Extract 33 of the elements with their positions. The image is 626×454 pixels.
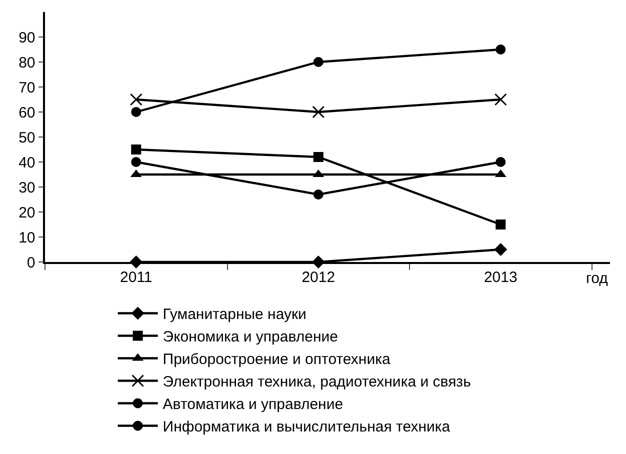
y-tick-label: 70 <box>18 79 36 96</box>
x-axis-title: год <box>586 270 608 287</box>
legend-label: Электронная техника, радиотехника и связь <box>162 374 472 391</box>
legend-label: Экономика и управление <box>162 328 338 346</box>
point <box>130 93 142 106</box>
point <box>494 93 507 106</box>
y-tick-label: 0 <box>26 254 36 272</box>
point <box>313 190 324 200</box>
point <box>494 243 508 256</box>
x-tick-label: 2012 <box>302 268 336 286</box>
y-tick-label: 20 <box>18 204 36 222</box>
x-tick-label: 2011 <box>120 268 152 286</box>
legend-label: Информатика и вычислительная техника <box>162 418 451 436</box>
y-tick-label: 90 <box>18 29 36 46</box>
point <box>131 144 142 154</box>
point <box>496 220 506 230</box>
y-tick-label: 60 <box>18 104 36 122</box>
y-tick-label: 30 <box>18 179 36 196</box>
y-tick-label: 80 <box>18 54 36 72</box>
point <box>131 157 142 167</box>
point <box>313 152 324 162</box>
point <box>131 107 142 117</box>
y-tick-label: 40 <box>18 154 36 172</box>
y-tick-label: 50 <box>18 129 36 146</box>
legend-label: Гуманитарные науки <box>162 306 306 324</box>
legend-label: Автоматика и управление <box>162 396 344 414</box>
point <box>496 44 506 54</box>
y-tick-label: 10 <box>18 229 36 246</box>
point <box>313 57 324 67</box>
legend-label: Приборостроение и оптотехника <box>162 351 391 368</box>
point <box>312 106 325 118</box>
x-tick-label: 2013 <box>484 268 518 286</box>
point <box>496 157 506 167</box>
